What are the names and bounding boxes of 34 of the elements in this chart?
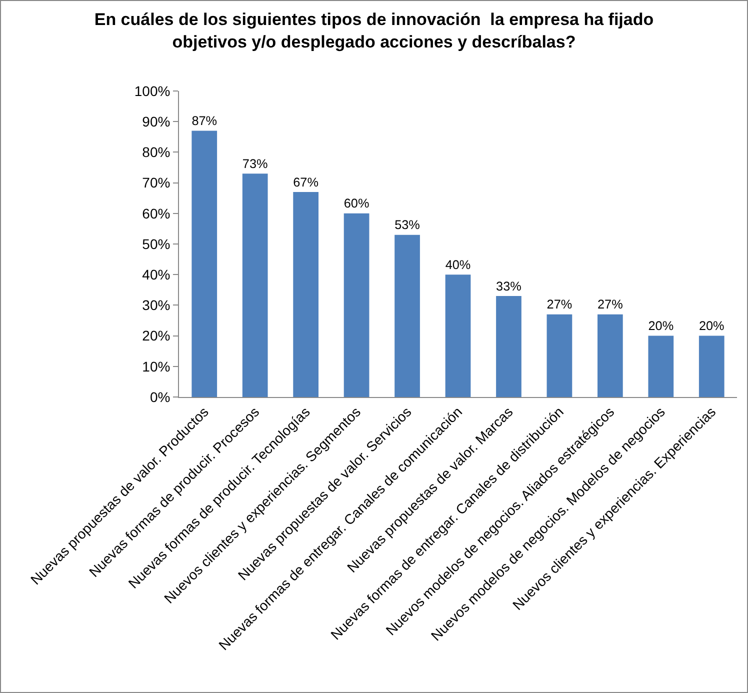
- bar: [242, 174, 268, 397]
- y-tick-label: 90%: [142, 114, 170, 130]
- chart-title: En cuáles de los siguientes tipos de innovación la empresa ha fijado objetivos y/o desplegado acciones y descríbalas?: [94, 10, 654, 52]
- bar: [293, 192, 318, 397]
- data-label: 33%: [496, 279, 522, 294]
- y-tick-label: 80%: [142, 144, 170, 160]
- bar: [496, 296, 522, 397]
- data-label: 20%: [698, 319, 724, 334]
- y-tick-label: 30%: [142, 297, 170, 314]
- data-label: 73%: [242, 156, 268, 171]
- y-tick-label: 50%: [142, 236, 170, 252]
- data-label: 53%: [394, 218, 420, 232]
- data-label: 40%: [445, 258, 471, 272]
- data-label: 27%: [598, 298, 623, 312]
- bar: [445, 274, 471, 397]
- data-label: 27%: [546, 298, 572, 312]
- bar: [598, 314, 623, 397]
- bar: [698, 336, 724, 397]
- y-tick-label: 60%: [142, 205, 170, 222]
- data-label: 87%: [192, 114, 218, 128]
- y-tick-label: 40%: [142, 266, 170, 282]
- bar: [546, 314, 572, 397]
- data-label: 20%: [648, 319, 674, 334]
- y-tick-label: 100%: [134, 82, 170, 99]
- y-tick-label: 10%: [142, 358, 170, 374]
- bar: [648, 336, 674, 397]
- y-tick-label: 70%: [142, 174, 170, 191]
- y-tick-label: 20%: [142, 328, 170, 344]
- data-label: 67%: [293, 175, 318, 190]
- y-tick-label: 0%: [150, 388, 170, 405]
- bar: [192, 130, 218, 397]
- bar: [394, 234, 420, 397]
- bar: [344, 213, 370, 397]
- data-label: 60%: [344, 196, 370, 211]
